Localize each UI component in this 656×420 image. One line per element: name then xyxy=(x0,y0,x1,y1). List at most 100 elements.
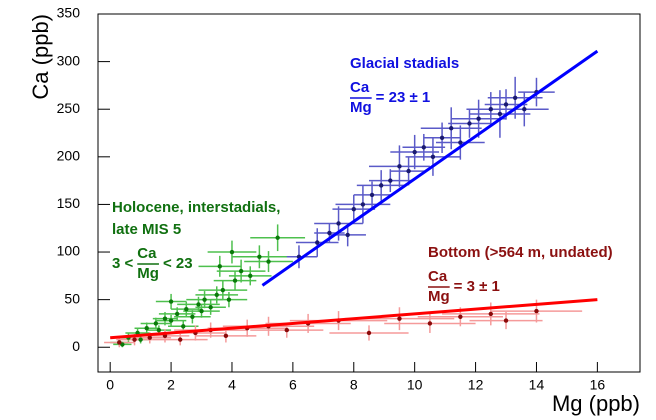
point xyxy=(503,102,509,107)
point xyxy=(369,192,375,198)
y-tick-label: 50 xyxy=(64,290,80,306)
x-tick-label: 4 xyxy=(228,377,236,393)
point xyxy=(449,126,454,131)
point xyxy=(351,206,356,212)
y-tick-label: 200 xyxy=(57,148,81,164)
point xyxy=(184,306,189,312)
point xyxy=(397,164,402,169)
point xyxy=(248,273,253,279)
point xyxy=(220,287,226,293)
point xyxy=(138,337,143,342)
point xyxy=(168,318,174,323)
x-tick-label: 16 xyxy=(590,377,606,393)
x-tick-label: 8 xyxy=(350,377,358,393)
fraction-numerator: Ca xyxy=(428,268,448,285)
point xyxy=(430,154,436,160)
point xyxy=(156,327,162,333)
y-tick-label: 350 xyxy=(57,5,81,21)
point xyxy=(147,335,152,340)
point xyxy=(360,202,366,207)
point xyxy=(168,299,174,304)
point xyxy=(208,305,213,310)
point xyxy=(378,183,384,188)
point xyxy=(217,264,222,269)
annotation-text: late MIS 5 xyxy=(112,221,181,238)
point xyxy=(257,254,262,259)
point xyxy=(144,326,149,331)
point xyxy=(190,314,195,319)
y-tick-label: 0 xyxy=(72,338,80,354)
point xyxy=(178,337,183,342)
point xyxy=(117,340,122,345)
fraction-denominator: Mg xyxy=(350,99,372,116)
x-tick-label: 14 xyxy=(529,377,545,393)
point xyxy=(202,297,207,302)
point xyxy=(132,337,137,342)
annotation-text: Holocene, interstadials, xyxy=(112,199,280,216)
point xyxy=(439,135,445,140)
point xyxy=(488,107,493,112)
point xyxy=(223,333,229,339)
point xyxy=(229,249,235,255)
point xyxy=(284,327,289,333)
point xyxy=(336,221,341,226)
y-tick-label: 300 xyxy=(57,52,81,68)
point xyxy=(327,230,332,236)
fraction-numerator: Ca xyxy=(350,79,370,96)
annotation-text: 3 < xyxy=(112,255,134,272)
point xyxy=(397,316,402,321)
y-tick-label: 150 xyxy=(57,195,81,211)
point xyxy=(522,107,527,112)
x-tick-label: 10 xyxy=(407,377,423,393)
point xyxy=(534,308,539,314)
x-tick-label: 6 xyxy=(289,377,297,393)
point xyxy=(232,278,238,283)
point xyxy=(512,95,518,100)
x-tick-label: 2 xyxy=(167,377,175,393)
point xyxy=(388,178,393,183)
annotation-text: < 23 xyxy=(163,255,193,272)
point xyxy=(488,311,493,317)
point xyxy=(458,314,463,319)
point xyxy=(226,297,232,302)
point xyxy=(406,168,411,174)
y-tick-label: 100 xyxy=(57,243,81,259)
point xyxy=(315,240,320,245)
point xyxy=(421,145,427,150)
point xyxy=(275,235,280,240)
point xyxy=(412,149,417,155)
y-tick-label: 250 xyxy=(57,100,81,116)
annotation-text: = 23 ± 1 xyxy=(376,89,431,106)
point xyxy=(199,308,204,314)
y-axis-label: Ca (ppb) xyxy=(28,14,53,100)
point xyxy=(503,318,509,323)
point xyxy=(214,292,219,298)
point xyxy=(196,302,201,307)
point xyxy=(476,116,481,121)
point xyxy=(162,316,168,321)
point xyxy=(266,259,271,264)
x-tick-label: 0 xyxy=(106,377,114,393)
point xyxy=(497,111,503,117)
fraction-denominator: Mg xyxy=(137,265,159,282)
annotation-text: Glacial stadials xyxy=(350,55,459,72)
point xyxy=(427,321,433,326)
fraction-numerator: Ca xyxy=(137,245,157,262)
fit-line xyxy=(110,298,598,340)
annotation-text: = 3 ± 1 xyxy=(454,278,500,295)
fit-line xyxy=(261,49,599,287)
point xyxy=(181,324,186,329)
point xyxy=(458,140,463,145)
x-tick-label: 12 xyxy=(468,377,484,393)
x-axis-label: Mg (ppb) xyxy=(552,391,640,416)
point xyxy=(238,268,244,274)
point xyxy=(366,330,372,336)
point xyxy=(153,321,159,326)
point xyxy=(345,232,350,238)
point xyxy=(467,121,472,126)
point xyxy=(174,311,180,317)
fraction-denominator: Mg xyxy=(428,288,450,305)
plot-frame xyxy=(97,13,641,373)
annotation-text: Bottom (>564 m, undated) xyxy=(428,244,613,261)
